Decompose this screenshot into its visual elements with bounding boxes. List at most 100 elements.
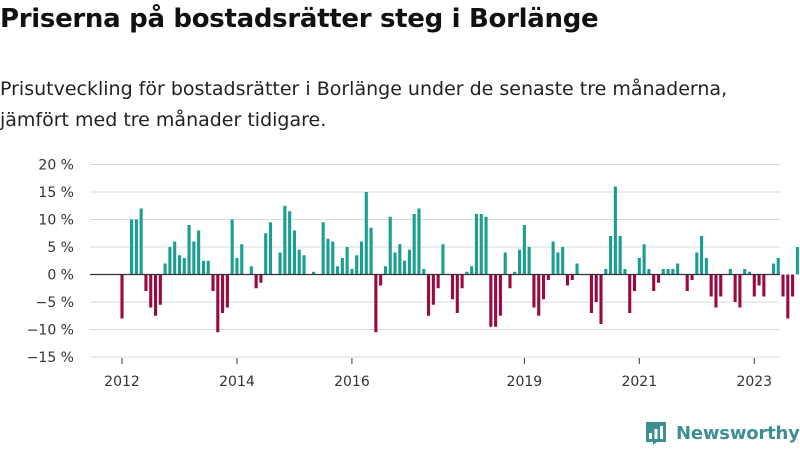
bar-2018-03	[474, 214, 479, 275]
bar-2013-10	[221, 274, 225, 313]
bar-2019-08	[556, 252, 560, 275]
y-tick-label: −10 %	[27, 323, 74, 339]
x-tick-label: 2021	[621, 374, 657, 390]
bar-2012-06	[144, 274, 148, 291]
bar-2014-06	[259, 274, 263, 283]
bar-2023-05	[771, 263, 775, 275]
bar-2017-03	[417, 208, 421, 275]
bar-2023-09	[791, 274, 795, 297]
bar-2014-04	[249, 266, 253, 275]
bar-2023-08	[786, 274, 790, 319]
bar-2021-03	[647, 269, 651, 275]
bar-2017-01	[407, 249, 411, 275]
price-change-bar-chart: 20 % 15 % 10 % 5 % 0 % −5 % −10 % −15 % 2012 201…	[27, 158, 799, 390]
bar-2014-08	[268, 222, 273, 275]
bars	[120, 186, 799, 333]
bar-2016-08	[383, 266, 387, 275]
bar-2022-03	[704, 258, 708, 275]
y-axis-labels: 20 % 15 % 10 % 5 % 0 % −5 % −10 % −15 %	[27, 158, 74, 367]
y-tick-label: 20 %	[38, 158, 74, 174]
bar-2012-08	[153, 274, 158, 316]
bar-2018-07	[494, 274, 498, 327]
y-tick-label: −15 %	[27, 350, 74, 366]
bar-2019-12	[575, 263, 579, 275]
bar-2023-10	[795, 247, 799, 275]
x-tick-label: 2014	[219, 374, 255, 390]
bar-2013-01	[177, 255, 182, 275]
bar-2022-11	[743, 269, 747, 275]
bar-2023-07	[781, 274, 785, 297]
y-tick-label: 0 %	[47, 268, 74, 284]
bar-2014-11	[283, 205, 287, 275]
bar-2019-04	[537, 274, 541, 316]
bar-2016-05	[369, 227, 373, 275]
bar-2016-03	[359, 241, 364, 275]
bar-2018-11	[513, 271, 517, 275]
bar-2017-06	[431, 274, 435, 305]
bar-2013-07	[206, 260, 210, 275]
bar-2018-05	[484, 216, 488, 275]
y-tick-label: 5 %	[47, 240, 74, 256]
bar-2019-09	[561, 247, 565, 275]
bar-2018-02	[470, 266, 474, 275]
bar-2012-05	[139, 208, 143, 275]
bar-2018-06	[489, 274, 493, 327]
y-tick-label: 10 %	[38, 213, 74, 229]
bar-2015-01	[292, 230, 296, 275]
bar-2018-04	[479, 214, 483, 275]
bar-2021-08	[671, 269, 675, 275]
bar-2015-07	[321, 222, 325, 275]
bar-2021-01	[637, 258, 641, 275]
chart-title: Priserna på bostadsrätter steg i Borläng…	[0, 4, 599, 34]
bar-2021-04	[652, 274, 656, 291]
bar-2015-09	[331, 241, 335, 275]
bar-2020-11	[628, 274, 632, 313]
bar-2016-11	[398, 244, 402, 275]
bar-2020-12	[632, 274, 637, 291]
bar-2021-07	[666, 269, 670, 275]
bar-2022-01	[695, 252, 699, 275]
bar-2017-10	[450, 274, 455, 300]
bar-2022-04	[709, 274, 713, 297]
bar-2012-10	[163, 263, 167, 275]
bar-2020-08	[613, 186, 617, 275]
newsworthy-logo-icon	[646, 422, 666, 445]
bar-2015-11	[340, 258, 344, 275]
x-axis	[90, 273, 780, 364]
x-tick-label: 2016	[334, 374, 370, 390]
bar-2016-06	[374, 274, 378, 333]
bar-2014-01	[235, 258, 239, 275]
bar-2016-07	[379, 274, 383, 286]
bar-2014-10	[278, 252, 282, 275]
bar-2023-06	[776, 258, 780, 275]
bar-2012-11	[168, 247, 172, 275]
brand-name: Newsworthy	[676, 422, 800, 444]
bar-2012-04	[134, 219, 138, 275]
bar-2016-01	[350, 269, 354, 275]
bar-2017-04	[422, 269, 426, 275]
bar-2018-09	[503, 252, 507, 275]
bar-2021-11	[685, 274, 689, 291]
bar-2019-06	[546, 274, 550, 280]
x-tick-label: 2019	[507, 374, 543, 390]
bar-2015-08	[326, 238, 330, 275]
bar-2020-06	[604, 269, 608, 275]
bar-2020-05	[599, 274, 603, 324]
bar-2021-12	[690, 274, 694, 280]
bar-2015-02	[297, 249, 301, 275]
x-axis-labels: 2012201420162019202120232025	[104, 374, 772, 390]
bar-2019-07	[551, 241, 555, 275]
bar-2014-12	[288, 211, 292, 275]
bar-2018-12	[518, 249, 522, 275]
bar-2017-08	[441, 244, 445, 275]
bar-2012-09	[158, 274, 162, 305]
bar-2017-12	[460, 274, 464, 289]
bar-2015-03	[302, 255, 306, 275]
gridlines	[90, 164, 780, 358]
brand-logo: Newsworthy	[644, 419, 800, 447]
bar-2019-05	[541, 274, 546, 300]
bar-2016-12	[403, 260, 407, 275]
x-tick-label: 2012	[104, 374, 140, 390]
bar-2020-03	[589, 274, 593, 313]
x-tick-label: 2023	[736, 374, 772, 390]
